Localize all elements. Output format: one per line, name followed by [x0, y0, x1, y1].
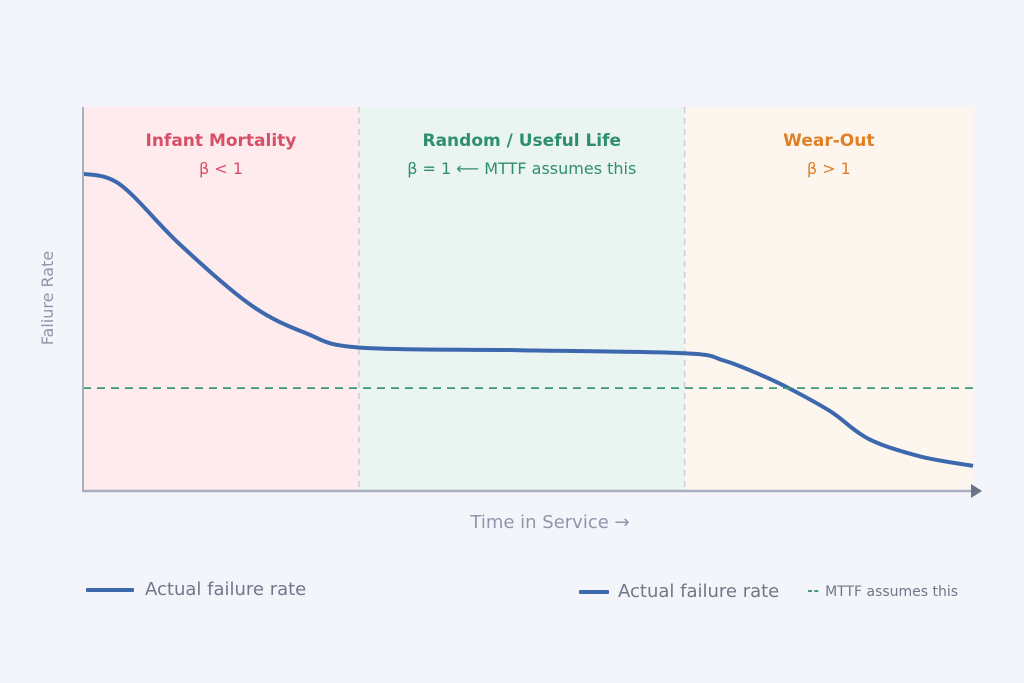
region-infant-mortality	[83, 107, 359, 490]
region-title: Infant Mortality	[146, 131, 297, 151]
phase-labels: Infant Mortality β < 1 Random / Useful Lif…	[146, 131, 875, 178]
series-actual-failure-rate	[82, 171, 974, 468]
region-subtitle: β > 1	[807, 159, 851, 178]
region-wear-out	[684, 107, 973, 490]
region-title: Random / Useful Life	[422, 131, 621, 151]
region-subtitle: β = 1 ⟵ MTTF assumes this	[407, 159, 636, 178]
legend-right: Actual failure rate -- MTTF assumes this	[579, 581, 958, 602]
legend-dashed-swatch: --	[807, 584, 821, 599]
legend-label: Actual failure rate	[145, 579, 307, 600]
phase-dividers	[358, 107, 686, 490]
phase-regions	[83, 107, 973, 490]
x-axis-arrow-icon	[971, 484, 982, 498]
region-title: Wear-Out	[783, 131, 874, 151]
series-lines	[82, 171, 974, 468]
x-axis-label: Time in Service →	[469, 512, 629, 533]
legend-label: MTTF assumes this	[825, 583, 959, 600]
legend-line-swatch	[579, 589, 609, 594]
region-subtitle: β < 1	[199, 159, 243, 178]
region-random-useful-life	[358, 107, 685, 490]
legend-label: Actual failure rate	[618, 581, 780, 602]
legend-left: Actual failure rate	[86, 579, 306, 600]
y-axis-label: Faliure Rate	[38, 251, 57, 345]
legend-line-swatch	[86, 587, 134, 592]
